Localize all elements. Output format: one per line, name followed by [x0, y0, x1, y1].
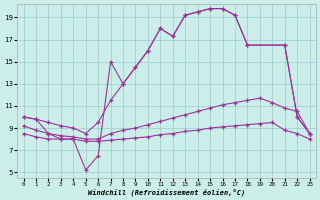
X-axis label: Windchill (Refroidissement éolien,°C): Windchill (Refroidissement éolien,°C)	[88, 188, 245, 196]
